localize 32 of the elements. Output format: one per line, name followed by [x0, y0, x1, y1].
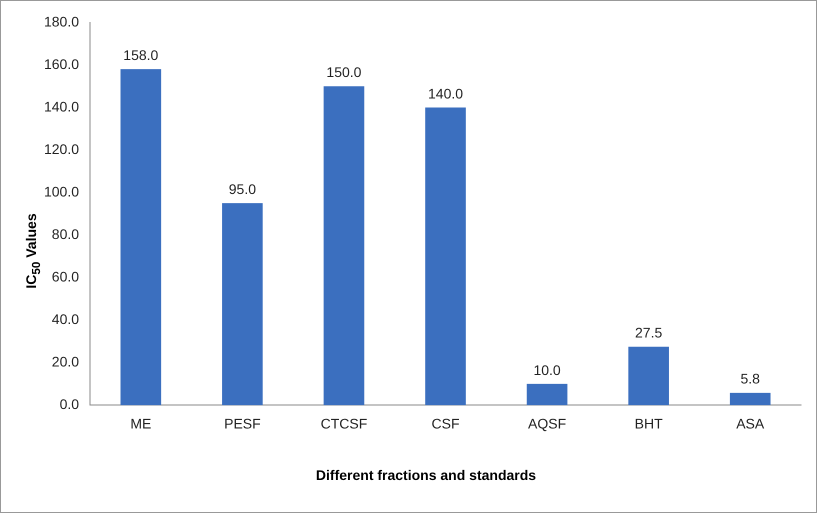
data-label: 140.0: [428, 85, 464, 102]
data-label: 10.0: [533, 362, 561, 378]
y-tick-label: 80.0: [52, 226, 80, 242]
y-tick-label: 0.0: [60, 396, 80, 412]
bar: [120, 69, 162, 406]
data-label: 158.0: [123, 47, 159, 64]
bar: [628, 346, 669, 406]
bar: [222, 203, 263, 406]
bar: [324, 86, 364, 406]
y-tick-label: 40.0: [52, 310, 80, 327]
x-tick-label: CTCSF: [320, 415, 368, 432]
data-label: 150.0: [326, 64, 362, 80]
bar: [526, 384, 568, 406]
x-tick-label: BHT: [634, 415, 664, 432]
y-tick-label: 100.0: [44, 183, 80, 200]
x-tick-label: ME: [130, 415, 152, 432]
x-axis-title: Different fractions and standards: [314, 467, 538, 483]
y-tick-label: 20.0: [52, 354, 80, 370]
x-tick-label: PESF: [224, 415, 261, 432]
data-label: 27.5: [635, 324, 662, 341]
data-label: 95.0: [228, 181, 256, 198]
data-label: 5.8: [740, 370, 760, 387]
x-tick-label: CSF: [432, 415, 460, 432]
x-tick-label: ASA: [736, 415, 765, 432]
y-tick-label: 180.0: [44, 13, 80, 30]
x-tick-label: AQSF: [528, 415, 566, 432]
y-tick-label: 60.0: [52, 268, 80, 284]
y-tick-label: 140.0: [44, 98, 80, 114]
bar: [730, 392, 771, 406]
bar: [425, 107, 466, 406]
y-tick-label: 160.0: [44, 56, 80, 72]
y-tick-label: 120.0: [44, 140, 80, 157]
